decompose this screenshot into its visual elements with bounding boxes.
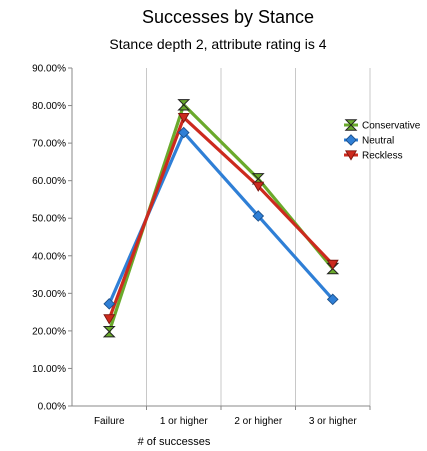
chart-subtitle: Stance depth 2, attribute rating is 4 (109, 36, 326, 52)
y-tick-label: 50.00% (32, 214, 66, 225)
x-tick-label: 1 or higher (160, 416, 208, 427)
x-tick-label: Failure (94, 416, 125, 427)
legend-marker-reckless (345, 150, 357, 161)
legend: Conservative Neutral Reckless (344, 119, 421, 162)
legend-label-conservative: Conservative (362, 121, 421, 132)
grid (146, 68, 371, 406)
y-tick-label: 0.00% (38, 402, 66, 413)
chart-title: Successes by Stance (142, 7, 314, 27)
legend-label-reckless: Reckless (362, 151, 403, 162)
data-point-reckless (177, 112, 190, 124)
series-line-reckless (107, 115, 334, 320)
y-tick-label: 10.00% (32, 364, 66, 375)
y-tick-label: 90.00% (32, 64, 66, 75)
data-point-neutral (326, 293, 339, 306)
data-point-neutral (252, 210, 265, 222)
series-lines (107, 103, 334, 333)
y-tick-label: 70.00% (32, 139, 66, 150)
data-point-neutral (103, 298, 116, 310)
data-point-reckless (252, 181, 265, 192)
y-tick-label: 60.00% (32, 176, 66, 187)
data-point-conservative (251, 173, 265, 185)
legend-label-neutral: Neutral (362, 136, 394, 147)
data-point-reckless (103, 314, 116, 325)
data-point-neutral (177, 126, 190, 139)
legend-marker-conservative (344, 119, 358, 131)
y-tick-label: 40.00% (32, 251, 66, 262)
y-tick-label: 30.00% (32, 289, 66, 300)
x-tick-label: 2 or higher (234, 416, 282, 427)
y-tick-label: 20.00% (32, 326, 66, 337)
data-point-reckless (326, 259, 339, 270)
series-markers (102, 99, 340, 338)
x-tick-label: 3 or higher (309, 416, 357, 427)
data-point-conservative (177, 99, 191, 111)
y-tick-label: 80.00% (32, 101, 66, 112)
data-point-conservative (102, 325, 116, 338)
x-tick-labels: Failure 1 or higher 2 or higher 3 or higher (94, 416, 357, 427)
x-axis-label: # of successes (138, 436, 211, 448)
legend-marker-neutral (345, 134, 357, 146)
axes (68, 67, 371, 410)
y-tick-labels: 0.00% 10.00% 20.00% 30.00% 40.00% 50.00% 60.00… (32, 64, 66, 413)
